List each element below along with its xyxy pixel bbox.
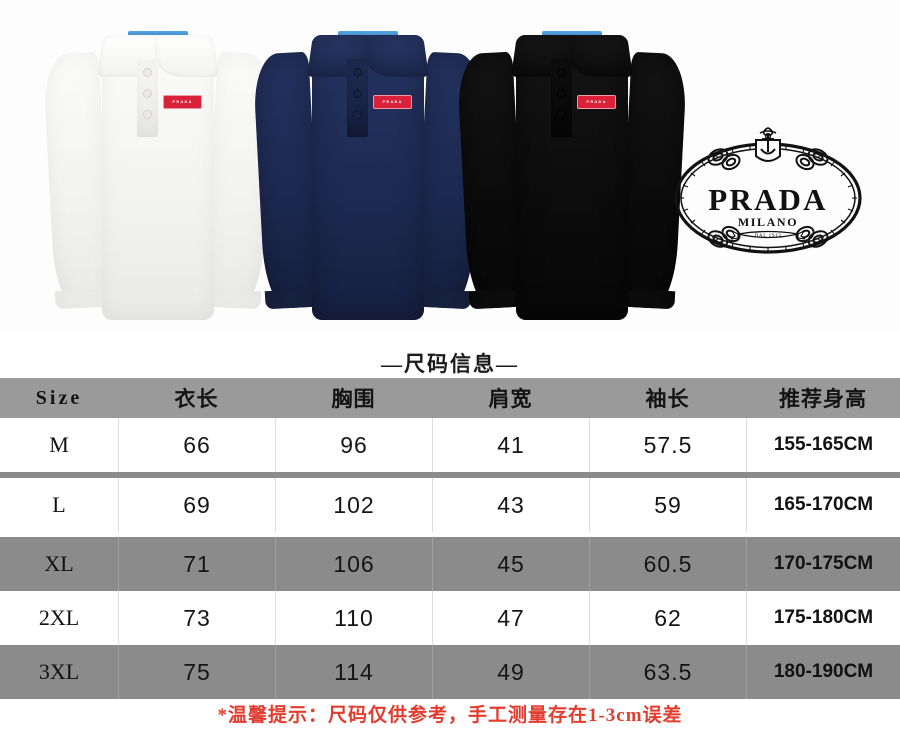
cell-height: 165-170CM [773, 494, 874, 515]
prada-chest-patch: PRADA [162, 95, 203, 109]
button-placket [347, 59, 368, 137]
product-image-black-polo[interactable]: PRADA [456, 20, 688, 320]
button-placket [551, 59, 572, 137]
button-2 [556, 89, 566, 98]
table-header-row: Size 衣长 胸围 肩宽 袖长 推荐身高 [0, 378, 900, 418]
cell-size: 3XL [38, 659, 80, 684]
column-header-shoulder: 肩宽 [488, 387, 533, 411]
column-header-size: Size [35, 386, 83, 409]
sleeve-left [252, 51, 322, 310]
chest-patch-text: PRADA [172, 99, 193, 105]
cell-size: 2XL [38, 605, 80, 630]
button-3 [352, 110, 362, 119]
cell-size: XL [44, 551, 74, 576]
prada-logo-icon: PRADA MILANO DAL 1913 [674, 127, 862, 254]
cell-length: 71 [183, 550, 211, 577]
table-row: M 66 96 41 57.5 155-165CM [0, 418, 900, 472]
cell-shoulder: 43 [497, 491, 525, 518]
collar-right [362, 35, 429, 77]
button-placket [137, 59, 158, 137]
cell-height: 170-175CM [773, 553, 874, 574]
prada-logo: PRADA MILANO DAL 1913 [668, 122, 868, 268]
prada-milano-text: MILANO [738, 215, 798, 229]
product-image-white-polo[interactable]: PRADA [42, 20, 274, 320]
shirt-body [102, 47, 214, 320]
shirt-body [516, 47, 628, 320]
cell-shoulder: 47 [497, 604, 525, 631]
cell-bust: 106 [333, 550, 375, 577]
product-image-navy-polo[interactable]: PRADA [252, 20, 484, 320]
button-3 [556, 110, 566, 119]
column-header-bust: 胸围 [331, 387, 376, 411]
cell-bust: 114 [334, 658, 374, 685]
prada-chest-patch: PRADA [372, 95, 413, 109]
cell-sleeve: 60.5 [643, 550, 693, 577]
cell-bust: 110 [334, 604, 374, 631]
button-3 [142, 110, 152, 119]
button-1 [556, 68, 566, 77]
cell-height: 180-190CM [773, 661, 874, 682]
table-row: 3XL 75 114 49 63.5 180-190CM [0, 645, 900, 699]
collar-right [152, 35, 219, 77]
chest-patch-text: PRADA [382, 99, 403, 105]
prada-chest-patch: PRADA [576, 95, 617, 109]
prada-wordmark: PRADA [708, 182, 828, 217]
collar-right [566, 35, 633, 77]
cell-height: 155-165CM [773, 434, 874, 455]
size-chart-title: —尺码信息— [381, 352, 519, 376]
measurement-disclaimer: *温馨提示：尺码仅供参考，手工测量存在1-3cm误差 [217, 705, 683, 726]
button-1 [352, 68, 362, 77]
cell-bust: 96 [340, 431, 368, 458]
cell-shoulder: 49 [497, 658, 525, 685]
row-divider [0, 472, 900, 478]
cell-size: M [49, 432, 69, 457]
product-photo-band: PRADA PRADA [0, 0, 900, 332]
crest-icon [755, 127, 781, 162]
cell-length: 69 [183, 491, 211, 518]
ribbon-banner-icon: DAL 1913 [730, 229, 806, 240]
cell-bust: 102 [333, 491, 375, 518]
cell-length: 73 [183, 604, 211, 631]
chest-patch-text: PRADA [586, 99, 607, 105]
table-row: XL 71 106 45 60.5 170-175CM [0, 537, 900, 591]
column-header-sleeve: 袖长 [645, 387, 690, 411]
table-row: L 69 102 43 59 165-170CM [0, 478, 900, 532]
column-header-length: 衣长 [174, 387, 219, 411]
row-divider [0, 532, 900, 537]
column-header-height: 推荐身高 [779, 387, 867, 411]
cell-sleeve: 63.5 [643, 658, 693, 685]
table-row: 2XL 73 110 47 62 175-180CM [0, 591, 900, 645]
cell-height: 175-180CM [773, 607, 874, 628]
cell-size: L [52, 492, 66, 517]
sleeve-left [42, 51, 112, 310]
button-2 [142, 89, 152, 98]
cell-length: 66 [183, 431, 211, 458]
cell-sleeve: 57.5 [643, 431, 693, 458]
button-2 [352, 89, 362, 98]
cell-sleeve: 59 [654, 491, 682, 518]
cell-length: 75 [183, 658, 211, 685]
size-chart-table: Size 衣长 胸围 肩宽 袖长 推荐身高 M 66 96 41 57.5 15… [0, 378, 900, 699]
svg-text:DAL 1913: DAL 1913 [755, 233, 782, 239]
cell-sleeve: 62 [654, 604, 682, 631]
button-1 [142, 68, 152, 77]
cell-shoulder: 45 [497, 550, 525, 577]
sleeve-left [456, 51, 526, 310]
shirt-body [312, 47, 424, 320]
cell-shoulder: 41 [497, 431, 525, 458]
